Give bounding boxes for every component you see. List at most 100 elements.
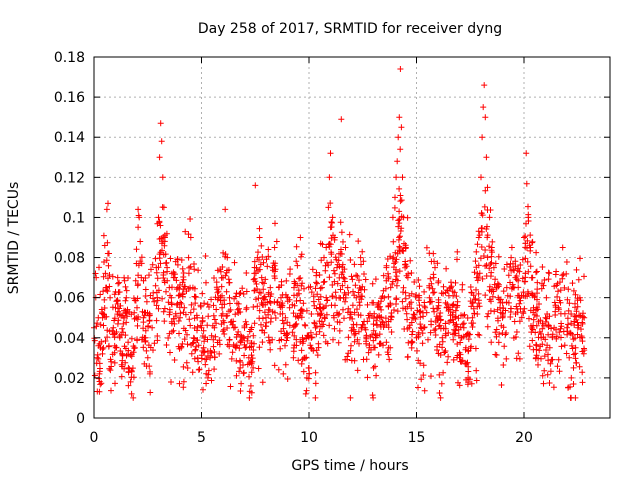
- data-point: [108, 358, 115, 365]
- data-point: [313, 331, 320, 338]
- data-point: [471, 269, 478, 276]
- data-point: [527, 232, 534, 239]
- data-point: [489, 286, 496, 293]
- data-point: [224, 267, 230, 274]
- data-point: [320, 279, 327, 286]
- data-point: [206, 304, 212, 310]
- data-point: [217, 266, 224, 273]
- data-point: [369, 280, 376, 287]
- data-point: [452, 314, 459, 321]
- data-point: [236, 357, 243, 364]
- data-point: [246, 394, 253, 401]
- data-point: [505, 272, 512, 279]
- data-point: [454, 256, 460, 263]
- data-point: [354, 336, 361, 343]
- data-point: [404, 316, 411, 323]
- data-point: [293, 243, 300, 250]
- data-point: [161, 279, 168, 286]
- data-point: [393, 296, 400, 303]
- data-point: [165, 299, 172, 306]
- data-point: [328, 259, 335, 266]
- data-point: [309, 266, 316, 273]
- data-point: [126, 309, 133, 315]
- data-point: [514, 309, 521, 316]
- data-point: [188, 301, 195, 308]
- data-point: [570, 287, 577, 294]
- data-point: [170, 274, 177, 281]
- data-point: [334, 264, 340, 271]
- data-point: [434, 305, 440, 312]
- data-point: [134, 282, 141, 289]
- data-point: [436, 390, 443, 396]
- data-point: [312, 394, 319, 401]
- data-point: [226, 279, 233, 286]
- data-point: [106, 272, 113, 278]
- data-point: [201, 338, 208, 345]
- data-point: [204, 374, 211, 381]
- data-point: [355, 238, 362, 245]
- data-point: [279, 317, 286, 324]
- data-point: [142, 309, 149, 316]
- data-point: [370, 299, 377, 306]
- data-point: [432, 264, 438, 271]
- data-point: [276, 337, 283, 344]
- data-point: [221, 319, 228, 326]
- data-point: [271, 244, 278, 251]
- data-point: [570, 381, 577, 387]
- data-point: [503, 284, 510, 291]
- data-point: [316, 272, 323, 278]
- data-point: [545, 357, 552, 364]
- data-point: [103, 206, 110, 213]
- data-point: [255, 268, 261, 274]
- y-tick-label: 0.06: [54, 291, 85, 307]
- data-point: [213, 284, 220, 291]
- y-tick-label: 0.14: [54, 130, 85, 146]
- data-point: [183, 359, 190, 366]
- data-point: [262, 301, 269, 308]
- data-point: [95, 355, 102, 362]
- data-point: [121, 343, 128, 350]
- data-point: [329, 214, 336, 221]
- data-point: [386, 356, 393, 363]
- data-point: [192, 300, 199, 307]
- data-point: [570, 364, 577, 371]
- data-point: [488, 259, 495, 266]
- data-point: [146, 272, 152, 279]
- data-point: [198, 324, 205, 331]
- data-point: [418, 376, 425, 383]
- data-point: [271, 309, 278, 316]
- data-point: [121, 314, 128, 321]
- data-point: [307, 342, 314, 349]
- data-point: [96, 378, 103, 385]
- data-point: [259, 254, 266, 260]
- data-point: [396, 268, 403, 275]
- data-point: [331, 234, 338, 241]
- data-point: [465, 368, 472, 375]
- data-point: [377, 341, 384, 347]
- data-point: [325, 204, 332, 211]
- data-point: [101, 296, 108, 303]
- data-point: [404, 354, 411, 361]
- data-point: [359, 321, 366, 328]
- data-point: [142, 334, 149, 341]
- data-point: [187, 309, 194, 316]
- data-point: [392, 269, 399, 276]
- data-point: [140, 325, 147, 332]
- data-point: [539, 341, 546, 348]
- data-point: [513, 355, 520, 362]
- data-point: [242, 318, 249, 325]
- data-point: [123, 352, 130, 359]
- data-point: [144, 354, 151, 361]
- data-point: [402, 289, 409, 296]
- data-point: [328, 249, 335, 256]
- data-point: [546, 270, 553, 277]
- data-point: [388, 329, 395, 335]
- data-point: [458, 358, 465, 365]
- data-point: [311, 302, 318, 309]
- x-tick-label: 0: [90, 430, 99, 446]
- data-point: [356, 302, 363, 309]
- data-point: [348, 327, 355, 334]
- data-point: [564, 324, 570, 331]
- data-point: [174, 261, 181, 268]
- data-point: [492, 329, 499, 336]
